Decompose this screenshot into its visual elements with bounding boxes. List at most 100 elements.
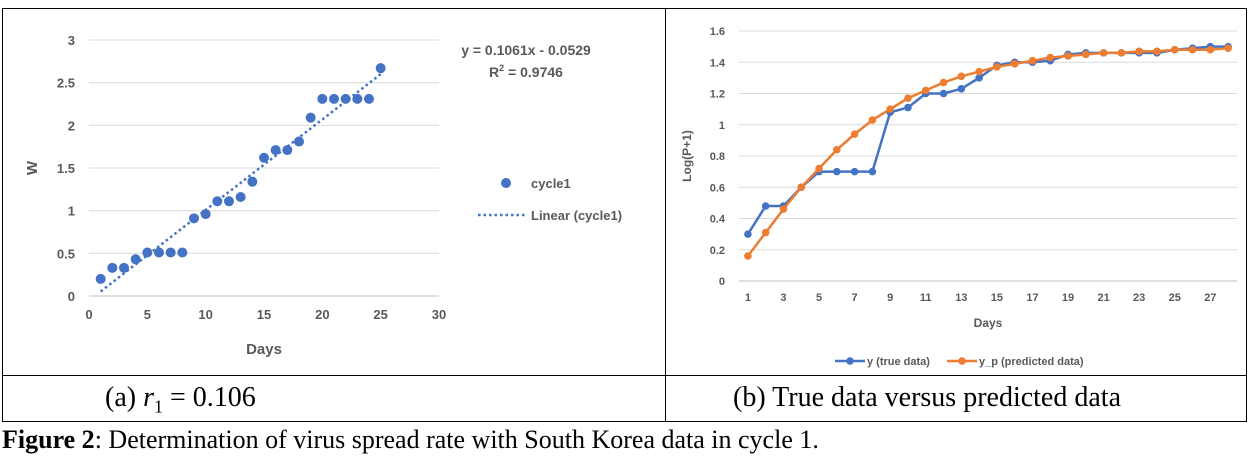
data-point	[375, 63, 386, 74]
figure-caption-text: : Determination of virus spread rate wit…	[94, 425, 819, 454]
data-point-true	[850, 167, 859, 176]
data-point-predicted	[1046, 53, 1055, 62]
data-point	[119, 262, 129, 273]
data-point-true	[904, 103, 912, 112]
x-tick-label: 20	[315, 307, 329, 322]
data-point	[329, 93, 339, 104]
data-point	[200, 209, 211, 220]
y-tick-label: 0.6	[710, 182, 725, 194]
y-tick-label: 0	[68, 289, 75, 304]
data-point-predicted	[850, 130, 859, 138]
data-point-predicted	[779, 205, 788, 213]
caption-a-label: (a)	[105, 382, 144, 413]
x-tick-label: 15	[257, 307, 271, 322]
data-point	[317, 93, 328, 104]
legend-label-cycle1: cycle1	[531, 176, 571, 191]
data-point-predicted	[957, 72, 966, 81]
x-tick-label: 21	[1097, 292, 1109, 304]
data-point-true	[975, 74, 983, 82]
x-tick-label: 13	[955, 292, 967, 304]
y-tick-label: 0.8	[710, 151, 725, 163]
data-point-predicted	[1153, 47, 1161, 56]
x-tick-label: 15	[991, 292, 1003, 304]
y-tick-label: 1.5	[57, 161, 75, 176]
data-point-predicted	[1010, 60, 1019, 68]
data-point-predicted	[1188, 45, 1197, 54]
x-tick-label: 10	[198, 307, 212, 322]
data-point	[294, 136, 304, 147]
data-point-predicted	[833, 145, 841, 154]
x-tick-label: 9	[887, 292, 893, 304]
caption-a: (a) r1 = 0.106	[105, 382, 256, 418]
y-tick-label: 1	[719, 120, 725, 132]
y-tick-label: 1.4	[710, 57, 726, 69]
x-tick-label: 7	[852, 292, 858, 304]
data-point-predicted	[1082, 50, 1090, 59]
x-tick-label: 23	[1133, 292, 1145, 304]
x-tick-label: 5	[816, 292, 822, 304]
data-point	[247, 176, 258, 187]
data-point-true	[939, 89, 948, 98]
data-point-true	[957, 85, 966, 93]
data-point-predicted	[744, 252, 752, 260]
caption-a-subscript: 1	[153, 396, 163, 417]
data-point-predicted	[797, 183, 806, 192]
x-tick-label: 19	[1062, 292, 1074, 304]
figure-caption: Figure 2: Determination of virus spread …	[2, 425, 819, 455]
data-point	[107, 262, 118, 273]
data-point-predicted	[921, 86, 930, 95]
data-point	[340, 93, 351, 104]
y-tick-label: 1.6	[710, 26, 725, 38]
data-point-predicted	[1170, 45, 1179, 54]
legend-label-predicted: y_p (predicted data)	[979, 356, 1084, 368]
data-point	[189, 213, 199, 224]
y-tick-label: 2.5	[57, 76, 75, 91]
x-tick-label: 25	[373, 307, 387, 322]
data-point	[282, 145, 293, 156]
line-chart-b: 00.20.40.60.811.21.41.61 3 5 7 9 11 13 15 17 19 21…	[680, 26, 1237, 368]
x-tick-label: 1	[745, 292, 751, 304]
data-point	[165, 247, 176, 258]
caption-a-symbol: r	[143, 382, 154, 413]
legend-label-linear: Linear (cycle1)	[531, 208, 622, 223]
y-axis-title: Log(P+1)	[680, 130, 694, 182]
x-tick-label: 17	[1026, 292, 1038, 304]
x-tick-label: 5	[144, 307, 151, 322]
data-point-predicted	[1064, 52, 1072, 60]
data-point-true	[761, 202, 770, 210]
x-axis-title: Days	[974, 316, 1003, 330]
data-point-true	[833, 167, 841, 176]
x-tick-label: 11	[920, 292, 932, 304]
data-point-predicted	[993, 63, 1001, 71]
y-tick-label: 0	[719, 276, 725, 288]
data-point-predicted	[886, 105, 894, 113]
data-point	[352, 93, 363, 104]
data-point	[130, 254, 141, 265]
series-line-true	[746, 45, 1229, 235]
caption-b: (b) True data versus predicted data	[733, 382, 1121, 413]
legend-marker-predicted	[958, 357, 966, 365]
data-point-predicted	[815, 164, 823, 173]
legend-label-true: y (true data)	[867, 356, 930, 368]
data-point	[270, 145, 281, 156]
data-point-true	[868, 167, 877, 176]
y-tick-label: 0.5	[57, 246, 75, 261]
y-axis-title: W	[24, 160, 41, 175]
y-tick-label: 1	[68, 204, 75, 219]
x-axis-title: Days	[246, 341, 282, 358]
figure-caption-label: Figure 2	[2, 425, 95, 454]
caption-a-cell: (a) r1 = 0.106	[2, 375, 666, 422]
data-point-predicted	[868, 116, 877, 124]
data-point-predicted	[904, 94, 912, 102]
data-point-predicted	[1117, 49, 1126, 57]
trendline	[99, 73, 382, 293]
data-point	[364, 93, 374, 104]
y-tick-label: 1.2	[710, 89, 725, 101]
y-tick-label: 2	[68, 118, 75, 133]
x-tick-label: 27	[1204, 292, 1216, 304]
data-point-predicted	[939, 78, 948, 87]
series-line-predicted	[746, 46, 1229, 257]
data-point-predicted	[1099, 49, 1108, 57]
data-point-predicted	[1135, 47, 1143, 56]
